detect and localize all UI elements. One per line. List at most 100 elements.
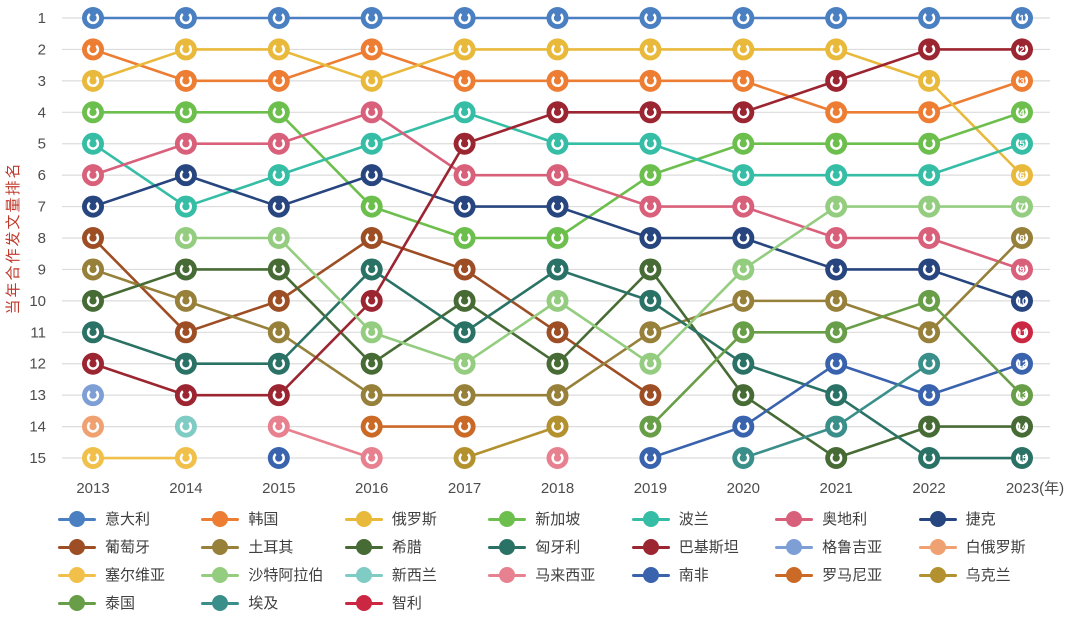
legend-swatch-dot: [642, 566, 659, 583]
legend-swatch-dot: [212, 566, 229, 583]
marker-ring-glyph: [551, 389, 564, 402]
rank-marker: [174, 38, 197, 61]
rank-marker: [174, 321, 197, 344]
rank-marker: [732, 101, 755, 124]
rank-marker: [825, 38, 848, 61]
y-tick-label: 1: [38, 10, 46, 27]
legend-item-20: 罗马尼亚: [775, 564, 914, 585]
legend-item-17: 新西兰: [344, 564, 484, 585]
series-segment: [278, 236, 373, 302]
marker-ring-glyph: [551, 169, 564, 182]
series-segment: [277, 268, 373, 365]
marker-ring-glyph: [86, 137, 100, 150]
legend-swatch: [775, 566, 814, 583]
rank-marker: [360, 69, 383, 92]
legend-item-5: 波兰: [631, 508, 771, 529]
rank-marker: [174, 384, 197, 407]
rank-marker: [453, 132, 476, 155]
legend-swatch-dot: [786, 566, 803, 583]
legend-swatch-dot: [212, 510, 229, 527]
legend-item-14: 白俄罗斯: [918, 536, 1058, 557]
series-segment: [370, 268, 466, 334]
legend-swatch-dot: [69, 566, 85, 583]
marker-ring-glyph: [1015, 200, 1029, 213]
marker-ring-glyph: [272, 231, 285, 245]
series-segment: [92, 331, 187, 365]
legend-label: 南非: [678, 567, 709, 584]
rank-marker: [82, 289, 104, 312]
rank-marker: [732, 415, 755, 438]
series-segment: [557, 173, 651, 208]
rank-marker: [453, 352, 476, 375]
marker-ring-glyph: [551, 294, 564, 308]
rank-marker: [1011, 164, 1033, 187]
marker-ring-glyph: [644, 74, 657, 88]
series-segment: [185, 299, 280, 334]
y-tick-label: 14: [29, 419, 46, 436]
rank-marker: [918, 258, 941, 281]
y-tick-label: 11: [30, 324, 46, 341]
rank-marker: [546, 321, 569, 344]
rank-marker: [174, 415, 197, 438]
marker-ring-glyph: [86, 294, 100, 308]
series-segment: [742, 236, 837, 271]
legend-swatch-dot: [499, 510, 516, 527]
rank-marker: [82, 38, 104, 61]
marker-ring-glyph: [551, 326, 564, 339]
legend-item-23: 埃及: [201, 592, 340, 613]
rank-marker: [360, 38, 383, 61]
legend-item-10: 希腊: [344, 536, 484, 557]
series-segment: [835, 394, 930, 460]
marker-ring-glyph: [737, 137, 750, 150]
rank-marker: [453, 227, 476, 250]
marker-ring-glyph: [644, 357, 657, 370]
marker-ring-glyph: [86, 326, 100, 339]
series-segment: [371, 111, 466, 145]
legend-label: 马来西亚: [535, 567, 596, 584]
marker-ring-glyph: [737, 74, 750, 88]
series-segment: [928, 236, 1023, 271]
marker-rank-number: 15: [1017, 454, 1028, 465]
rank-marker: [639, 415, 662, 438]
marker-ring-glyph: [830, 200, 843, 213]
rank-marker: [1011, 69, 1033, 92]
rank-marker: [825, 384, 848, 407]
marker-ring-glyph: [551, 43, 564, 56]
rank-marker: [360, 195, 383, 218]
rank-marker: [360, 321, 383, 344]
marker-ring-glyph: [365, 168, 378, 182]
marker-ring-glyph: [86, 420, 100, 433]
rank-marker: [546, 227, 569, 250]
legend-item-18: 马来西亚: [488, 564, 627, 585]
rank-marker: [732, 384, 755, 407]
marker-rank-number: 14: [1017, 422, 1028, 433]
rank-marker: [639, 384, 662, 407]
marker-rank-number: 10: [1017, 296, 1028, 307]
y-tick-label: 4: [38, 104, 46, 121]
marker-rank-number: 6: [1019, 171, 1024, 182]
marker-rank-number: 9: [1019, 265, 1024, 276]
legend-label: 泰国: [105, 595, 136, 612]
rank-marker: [82, 352, 104, 375]
rank-marker: [825, 415, 848, 438]
marker-ring-glyph: [1015, 231, 1029, 245]
marker-ring-glyph: [272, 263, 285, 276]
rank-marker: [732, 289, 755, 312]
marker-ring-glyph: [1015, 169, 1029, 182]
rank-marker: [267, 132, 290, 155]
rank-marker: [825, 7, 848, 29]
marker-ring-glyph: [458, 263, 471, 276]
rank-marker: [453, 69, 476, 92]
marker-ring-glyph: [644, 389, 657, 402]
legend-item-3: 俄罗斯: [344, 508, 484, 529]
marker-ring-glyph: [458, 137, 471, 150]
series-segment: [928, 111, 1023, 145]
series-segment: [835, 362, 930, 428]
series-segment: [928, 237, 1023, 334]
y-tick-label: 12: [29, 356, 46, 373]
rank-marker: [639, 289, 662, 312]
legend-item-11: 匈牙利: [488, 536, 627, 557]
series-segment: [742, 362, 837, 397]
marker-ring-glyph: [644, 169, 657, 182]
